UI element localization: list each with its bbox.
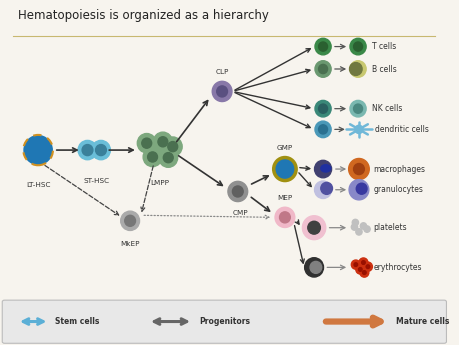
Text: dendritic cells: dendritic cells	[374, 125, 428, 134]
Ellipse shape	[314, 121, 330, 138]
Ellipse shape	[359, 223, 366, 229]
Ellipse shape	[212, 81, 231, 101]
Text: T cells: T cells	[371, 42, 395, 51]
Ellipse shape	[355, 265, 364, 274]
Ellipse shape	[28, 140, 48, 160]
Ellipse shape	[363, 262, 372, 271]
Text: Stem cells: Stem cells	[55, 317, 99, 326]
Ellipse shape	[157, 137, 168, 147]
Ellipse shape	[163, 137, 182, 156]
Ellipse shape	[23, 135, 53, 165]
Ellipse shape	[353, 104, 362, 113]
Ellipse shape	[355, 229, 361, 235]
Ellipse shape	[153, 132, 172, 151]
Ellipse shape	[318, 125, 327, 134]
Text: B cells: B cells	[371, 65, 395, 73]
Ellipse shape	[351, 260, 359, 269]
Ellipse shape	[314, 100, 330, 117]
Ellipse shape	[91, 140, 110, 160]
Ellipse shape	[304, 258, 323, 277]
Ellipse shape	[273, 158, 296, 180]
Text: GMP: GMP	[276, 145, 292, 151]
Ellipse shape	[25, 136, 51, 164]
Text: ST-HSC: ST-HSC	[83, 178, 109, 184]
Ellipse shape	[163, 152, 173, 163]
Ellipse shape	[302, 216, 325, 240]
Ellipse shape	[349, 61, 365, 77]
Ellipse shape	[124, 215, 135, 226]
Ellipse shape	[95, 145, 106, 156]
Text: MEP: MEP	[277, 195, 292, 201]
Ellipse shape	[314, 38, 330, 55]
Ellipse shape	[279, 212, 290, 223]
Ellipse shape	[359, 268, 368, 277]
Ellipse shape	[147, 152, 157, 162]
Ellipse shape	[158, 148, 177, 167]
Text: Mature cells: Mature cells	[395, 317, 448, 326]
Text: macrophages: macrophages	[373, 165, 425, 174]
Ellipse shape	[318, 65, 327, 73]
Ellipse shape	[309, 262, 321, 273]
Ellipse shape	[362, 271, 365, 274]
Ellipse shape	[320, 183, 332, 194]
Ellipse shape	[361, 261, 364, 264]
Ellipse shape	[318, 104, 327, 113]
Ellipse shape	[307, 221, 319, 234]
Ellipse shape	[353, 263, 357, 266]
Ellipse shape	[349, 62, 361, 76]
Ellipse shape	[141, 138, 151, 148]
Ellipse shape	[314, 61, 330, 77]
Ellipse shape	[78, 140, 97, 160]
Text: MkEP: MkEP	[120, 241, 140, 247]
Ellipse shape	[353, 42, 362, 51]
Text: LMPP: LMPP	[150, 180, 168, 186]
Ellipse shape	[278, 162, 291, 176]
Ellipse shape	[349, 38, 365, 55]
Ellipse shape	[352, 219, 358, 226]
Ellipse shape	[168, 141, 177, 152]
Ellipse shape	[137, 134, 156, 153]
Text: NK cells: NK cells	[371, 104, 401, 113]
Text: granulocytes: granulocytes	[373, 185, 422, 194]
Ellipse shape	[232, 186, 243, 197]
Ellipse shape	[143, 147, 162, 167]
Ellipse shape	[228, 181, 247, 201]
Text: LT-HSC: LT-HSC	[26, 182, 50, 188]
Ellipse shape	[320, 165, 330, 172]
Ellipse shape	[318, 42, 327, 51]
Text: Progenitors: Progenitors	[199, 317, 250, 326]
Ellipse shape	[349, 100, 365, 117]
Ellipse shape	[273, 158, 296, 180]
Text: erythrocytes: erythrocytes	[373, 263, 421, 272]
Ellipse shape	[353, 164, 364, 175]
Ellipse shape	[314, 160, 331, 178]
Ellipse shape	[351, 224, 357, 230]
Ellipse shape	[355, 183, 366, 194]
Ellipse shape	[216, 86, 227, 97]
Text: platelets: platelets	[373, 223, 406, 232]
FancyBboxPatch shape	[2, 300, 446, 343]
Ellipse shape	[314, 181, 331, 198]
Ellipse shape	[32, 144, 45, 157]
Ellipse shape	[120, 211, 139, 230]
Ellipse shape	[34, 146, 42, 154]
Ellipse shape	[348, 158, 369, 180]
Ellipse shape	[363, 226, 369, 232]
Ellipse shape	[354, 125, 362, 134]
Ellipse shape	[82, 145, 93, 156]
Ellipse shape	[358, 258, 367, 267]
Ellipse shape	[365, 265, 369, 268]
Ellipse shape	[274, 207, 294, 227]
Ellipse shape	[358, 268, 361, 271]
Text: CLP: CLP	[215, 69, 228, 75]
Text: Hematopoiesis is organized as a hierarchy: Hematopoiesis is organized as a hierarch…	[18, 9, 268, 22]
Ellipse shape	[348, 180, 368, 200]
Text: CMP: CMP	[232, 210, 247, 216]
